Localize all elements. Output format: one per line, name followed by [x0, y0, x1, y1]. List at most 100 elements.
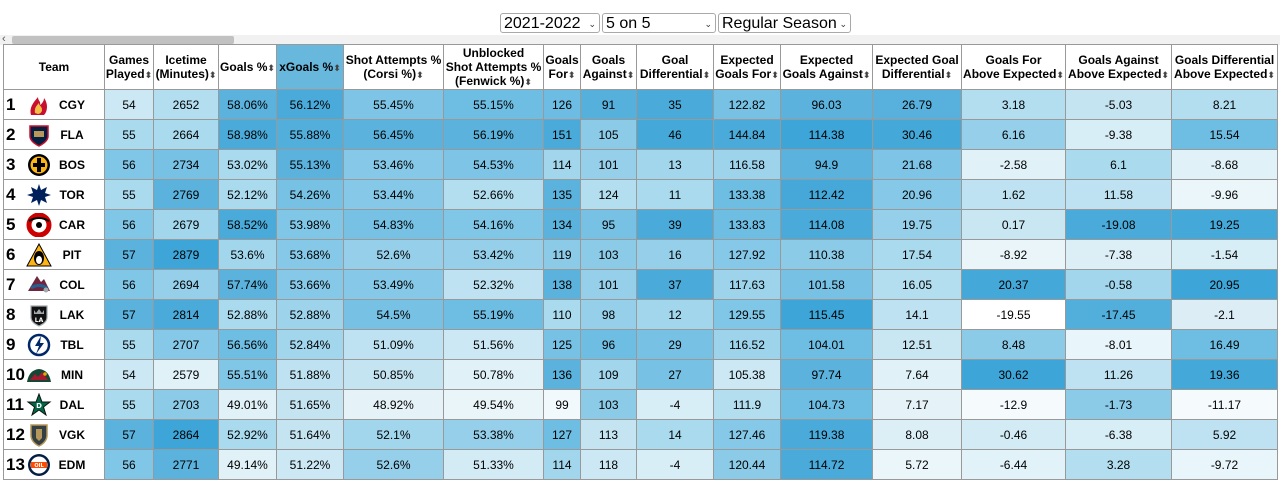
stat-cell-gfae: 6.16: [961, 119, 1066, 150]
scrollbar-thumb[interactable]: [12, 36, 234, 44]
rank-number: 7: [6, 274, 16, 294]
team-abbreviation: TBL: [60, 337, 84, 352]
column-header-gd[interactable]: Goal Differential⬍: [636, 44, 714, 90]
stat-cell-gfae: -19.55: [961, 299, 1066, 330]
sort-icon[interactable]: ⬍: [626, 69, 635, 80]
stat-cell-ice: 2734: [153, 149, 219, 180]
scroll-left-arrow-icon[interactable]: ‹: [2, 33, 6, 45]
sort-icon[interactable]: ⬍: [1056, 69, 1064, 80]
stat-cell-gpct: 52.92%: [218, 419, 277, 450]
column-header-team[interactable]: Team: [3, 44, 105, 90]
stat-cell-xgf: 144.84: [713, 119, 781, 150]
sort-icon[interactable]: ⬍: [524, 76, 532, 87]
column-header-xgpct[interactable]: xGoals %⬍: [276, 44, 344, 90]
team-cell: 11 D DAL: [3, 389, 105, 420]
column-header-corsi[interactable]: Shot Attempts % (Corsi %)⬍: [343, 44, 444, 90]
team-abbreviation: VGK: [58, 427, 85, 442]
column-header-label: Goals Against: [582, 52, 627, 81]
team-cell: 1 CGY: [3, 89, 105, 120]
sort-icon[interactable]: ⬍: [944, 69, 953, 80]
stat-cell-xga: 114.38: [780, 119, 873, 150]
stat-cell-gd: 29: [636, 329, 714, 360]
stat-cell-ice: 2579: [153, 359, 219, 390]
situation-select[interactable]: 5 on 5 ⌄: [602, 13, 716, 33]
column-header-gaae[interactable]: Goals Against Above Expected⬍: [1065, 44, 1172, 90]
sort-icon[interactable]: ⬍: [862, 69, 871, 80]
column-header-ga[interactable]: Goals Against⬍: [580, 44, 637, 90]
column-header-xgd[interactable]: Expected Goal Differential⬍: [872, 44, 962, 90]
stat-cell-xgpct: 51.88%: [276, 359, 344, 390]
season-type-select[interactable]: Regular Season ⌄: [718, 13, 851, 33]
season-select[interactable]: 2021-2022 ⌄: [500, 13, 600, 33]
sort-icon[interactable]: ⬍: [208, 69, 217, 80]
team-abbreviation: BOS: [58, 157, 85, 172]
column-header-ice[interactable]: Icetime (Minutes)⬍: [153, 44, 219, 90]
chevron-down-icon: ⌄: [704, 19, 712, 29]
column-header-label: Shot Attempts % (Corsi %): [345, 52, 442, 81]
team-abbreviation: FLA: [60, 127, 84, 142]
flames-logo-icon: [26, 93, 52, 117]
column-header-gf[interactable]: Goals For⬍: [543, 44, 581, 90]
stat-cell-gp: 57: [104, 299, 154, 330]
stat-cell-xga: 101.58: [780, 269, 873, 300]
sort-icon[interactable]: ⬍: [333, 62, 341, 73]
column-header-fenwick[interactable]: Unblocked Shot Attempts % (Fenwick %)⬍: [443, 44, 544, 90]
stat-cell-xgd: 26.79: [872, 89, 962, 120]
stat-cell-corsi: 51.09%: [343, 329, 444, 360]
column-header-gfae[interactable]: Goals For Above Expected⬍: [961, 44, 1066, 90]
column-header-xga[interactable]: Expected Goals Against⬍: [780, 44, 873, 90]
stat-cell-fenwick: 54.16%: [443, 209, 544, 240]
stat-cell-xgf: 116.52: [713, 329, 781, 360]
season-type-select-value: Regular Season: [722, 15, 837, 32]
sort-icon[interactable]: ⬍: [702, 69, 711, 80]
stat-cell-corsi: 50.85%: [343, 359, 444, 390]
sort-icon[interactable]: ⬍: [267, 62, 275, 73]
column-header-gp[interactable]: Games Played⬍: [104, 44, 154, 90]
column-header-gdae[interactable]: Goals Differential Above Expected⬍: [1171, 44, 1278, 90]
sort-icon[interactable]: ⬍: [416, 69, 424, 80]
stat-cell-gp: 57: [104, 239, 154, 270]
stat-cell-xgd: 21.68: [872, 149, 962, 180]
stat-cell-xgpct: 51.22%: [276, 449, 344, 480]
stat-cell-ga: 91: [580, 89, 637, 120]
sort-icon[interactable]: ⬍: [567, 69, 576, 80]
column-header-label: Goals For: [545, 52, 579, 81]
stat-cell-gd: 12: [636, 299, 714, 330]
stat-cell-xga: 119.38: [780, 419, 873, 450]
stat-cell-gaae: -6.38: [1065, 419, 1172, 450]
table-row: 6 PIT 57 2879 53.6% 53.68% 52.6% 53.42% 119 103 16…: [3, 239, 1278, 270]
column-header-xgf[interactable]: Expected Goals For⬍: [713, 44, 781, 90]
stat-cell-ice: 2814: [153, 299, 219, 330]
column-header-gpct[interactable]: Goals %⬍: [218, 44, 277, 90]
stat-cell-xgd: 14.1: [872, 299, 962, 330]
stat-cell-gpct: 49.01%: [218, 389, 277, 420]
sort-icon[interactable]: ⬍: [771, 69, 779, 80]
stat-cell-gfae: 20.37: [961, 269, 1066, 300]
sort-icon[interactable]: ⬍: [144, 69, 153, 80]
stat-cell-ice: 2679: [153, 209, 219, 240]
stat-cell-ga: 124: [580, 179, 637, 210]
sort-icon[interactable]: ⬍: [1161, 69, 1169, 80]
stat-cell-gf: 134: [543, 209, 581, 240]
stat-cell-fenwick: 49.54%: [443, 389, 544, 420]
table-row: 2 FLA 55 2664 58.98% 55.88% 56.45% 56.19% 151 105…: [3, 119, 1278, 150]
stat-cell-xgpct: 56.12%: [276, 89, 344, 120]
team-cell: 2 FLA: [3, 119, 105, 150]
stat-cell-gd: 14: [636, 419, 714, 450]
team-abbreviation: DAL: [59, 397, 85, 412]
rank-number: 3: [6, 154, 16, 174]
bruins-logo-icon: [26, 153, 52, 177]
stat-cell-xgd: 8.08: [872, 419, 962, 450]
stat-cell-gaae: -7.38: [1065, 239, 1172, 270]
stat-cell-fenwick: 53.42%: [443, 239, 544, 270]
stat-cell-xgpct: 51.65%: [276, 389, 344, 420]
stat-cell-gpct: 52.12%: [218, 179, 277, 210]
stat-cell-corsi: 53.44%: [343, 179, 444, 210]
table-row: 3 BOS 56 2734 53.02% 55.13% 53.46% 54.53% 114 101…: [3, 149, 1278, 180]
stat-cell-corsi: 53.49%: [343, 269, 444, 300]
stat-cell-gdae: 8.21: [1171, 89, 1278, 120]
stat-cell-gaae: 6.1: [1065, 149, 1172, 180]
horizontal-scrollbar[interactable]: ‹: [0, 33, 1280, 45]
sort-icon[interactable]: ⬍: [1267, 69, 1275, 80]
team-abbreviation: EDM: [58, 457, 86, 472]
